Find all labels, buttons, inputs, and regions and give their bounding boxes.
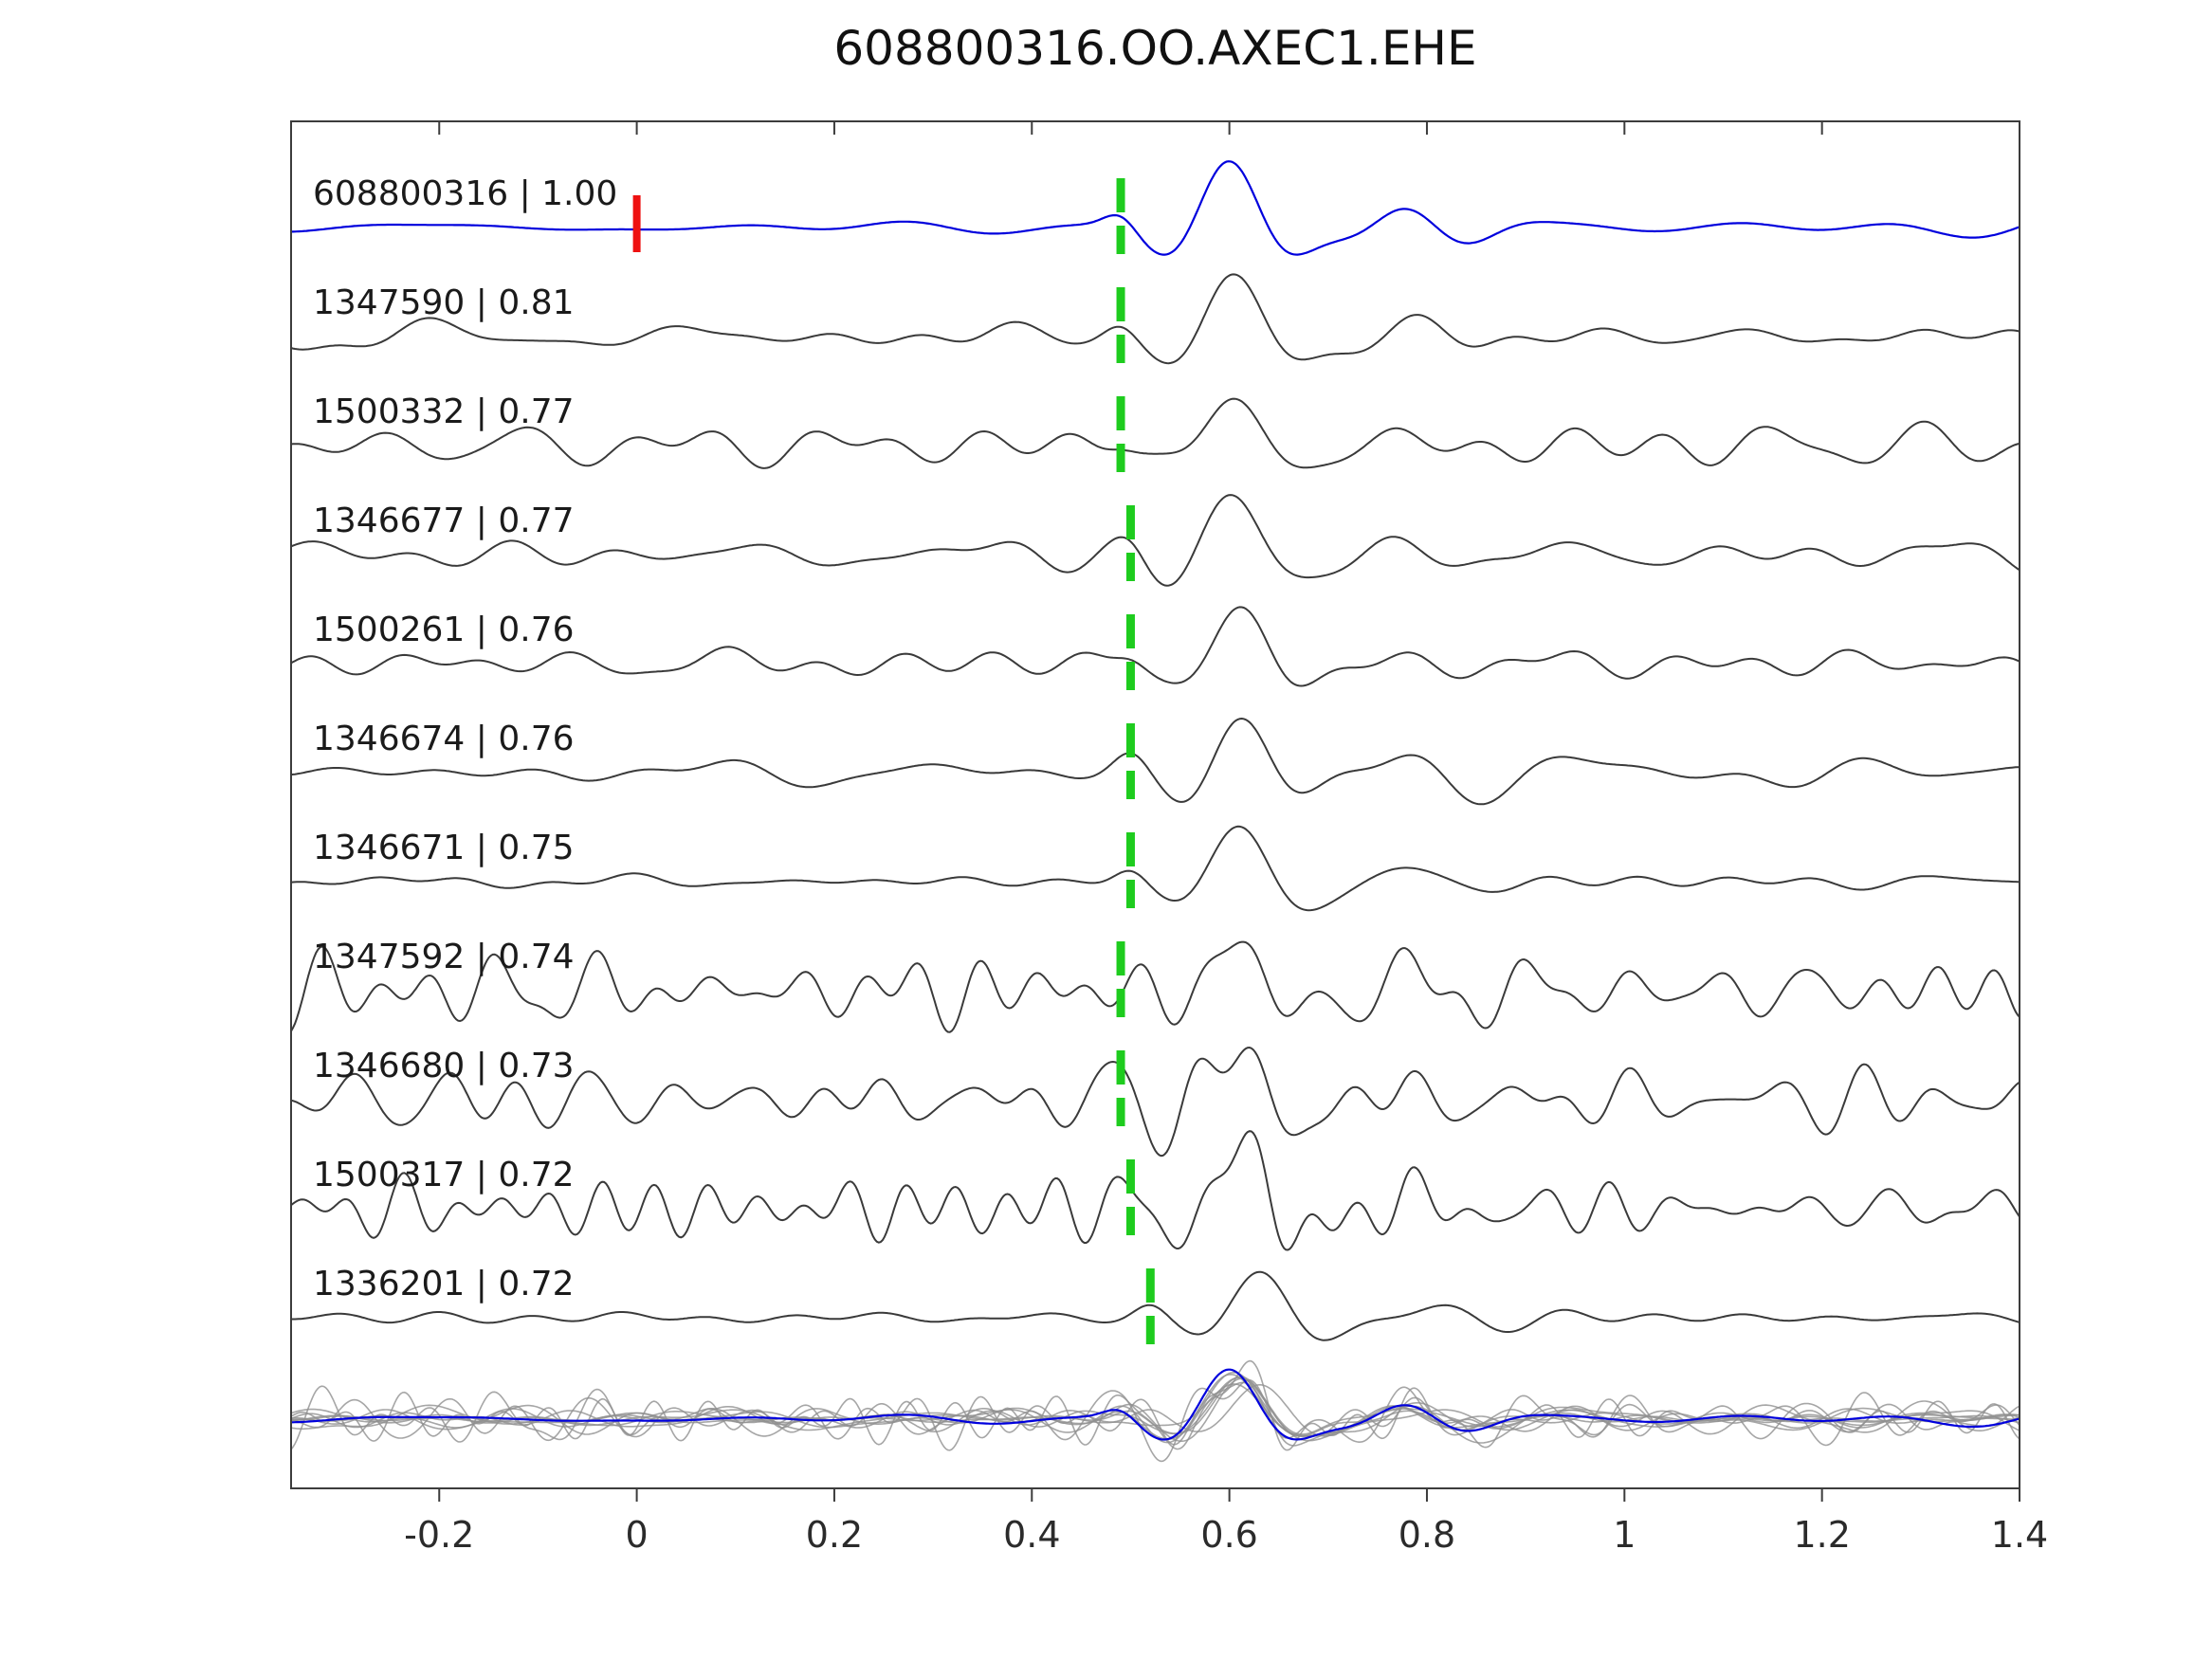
- trace-waveform: [291, 397, 2020, 469]
- overlay-trace: [291, 1377, 2020, 1444]
- trace-label: 1346680 | 0.73: [313, 1047, 575, 1085]
- trace-waveform: [291, 606, 2020, 687]
- trace-waveform: [291, 1046, 2020, 1158]
- x-tick-label: 1: [1613, 1514, 1636, 1556]
- x-tick-label: 1.4: [1991, 1514, 2048, 1556]
- trace-label: 1500317 | 0.72: [313, 1156, 575, 1194]
- trace-waveform: [291, 273, 2020, 365]
- trace-label: 1500261 | 0.76: [313, 611, 575, 649]
- x-tick-label: 0.6: [1200, 1514, 1257, 1556]
- x-tick-label: 0: [626, 1514, 649, 1556]
- x-tick-label: 0.2: [806, 1514, 863, 1556]
- overlay-trace: [291, 1381, 2020, 1451]
- trace-waveform: [291, 1270, 2020, 1341]
- x-tick-label: -0.2: [404, 1514, 474, 1556]
- plot-border: [290, 120, 2020, 1489]
- trace-label: 1347592 | 0.74: [313, 938, 575, 976]
- overlay-template-trace: [291, 1368, 2020, 1441]
- x-tick-label: 0.4: [1003, 1514, 1060, 1556]
- plot-title: 608800316.OO.AXEC1.EHE: [833, 21, 1477, 76]
- trace-waveform: [291, 494, 2020, 587]
- trace-label: 1500332 | 0.77: [313, 392, 575, 431]
- overlay-trace: [291, 1359, 2020, 1451]
- trace-label: 1347590 | 0.81: [313, 283, 575, 322]
- trace-label: 1346674 | 0.76: [313, 720, 575, 758]
- trace-waveform: [291, 717, 2020, 806]
- waveform-group: [291, 160, 2020, 1463]
- trace-label: 1346677 | 0.77: [313, 501, 575, 540]
- trace-waveform: [291, 940, 2020, 1033]
- trace-waveform: [291, 160, 2020, 256]
- x-tick-label: 1.2: [1793, 1514, 1850, 1556]
- trace-waveform: [291, 825, 2020, 912]
- trace-label: 1336201 | 0.72: [313, 1265, 575, 1304]
- x-tick-label: 0.8: [1398, 1514, 1455, 1556]
- trace-label: 1346671 | 0.75: [313, 829, 575, 867]
- overlay-trace: [291, 1378, 2020, 1463]
- trace-waveform: [291, 1130, 2020, 1251]
- trace-label: 608800316 | 1.00: [313, 174, 617, 213]
- overlay-trace: [291, 1376, 2020, 1442]
